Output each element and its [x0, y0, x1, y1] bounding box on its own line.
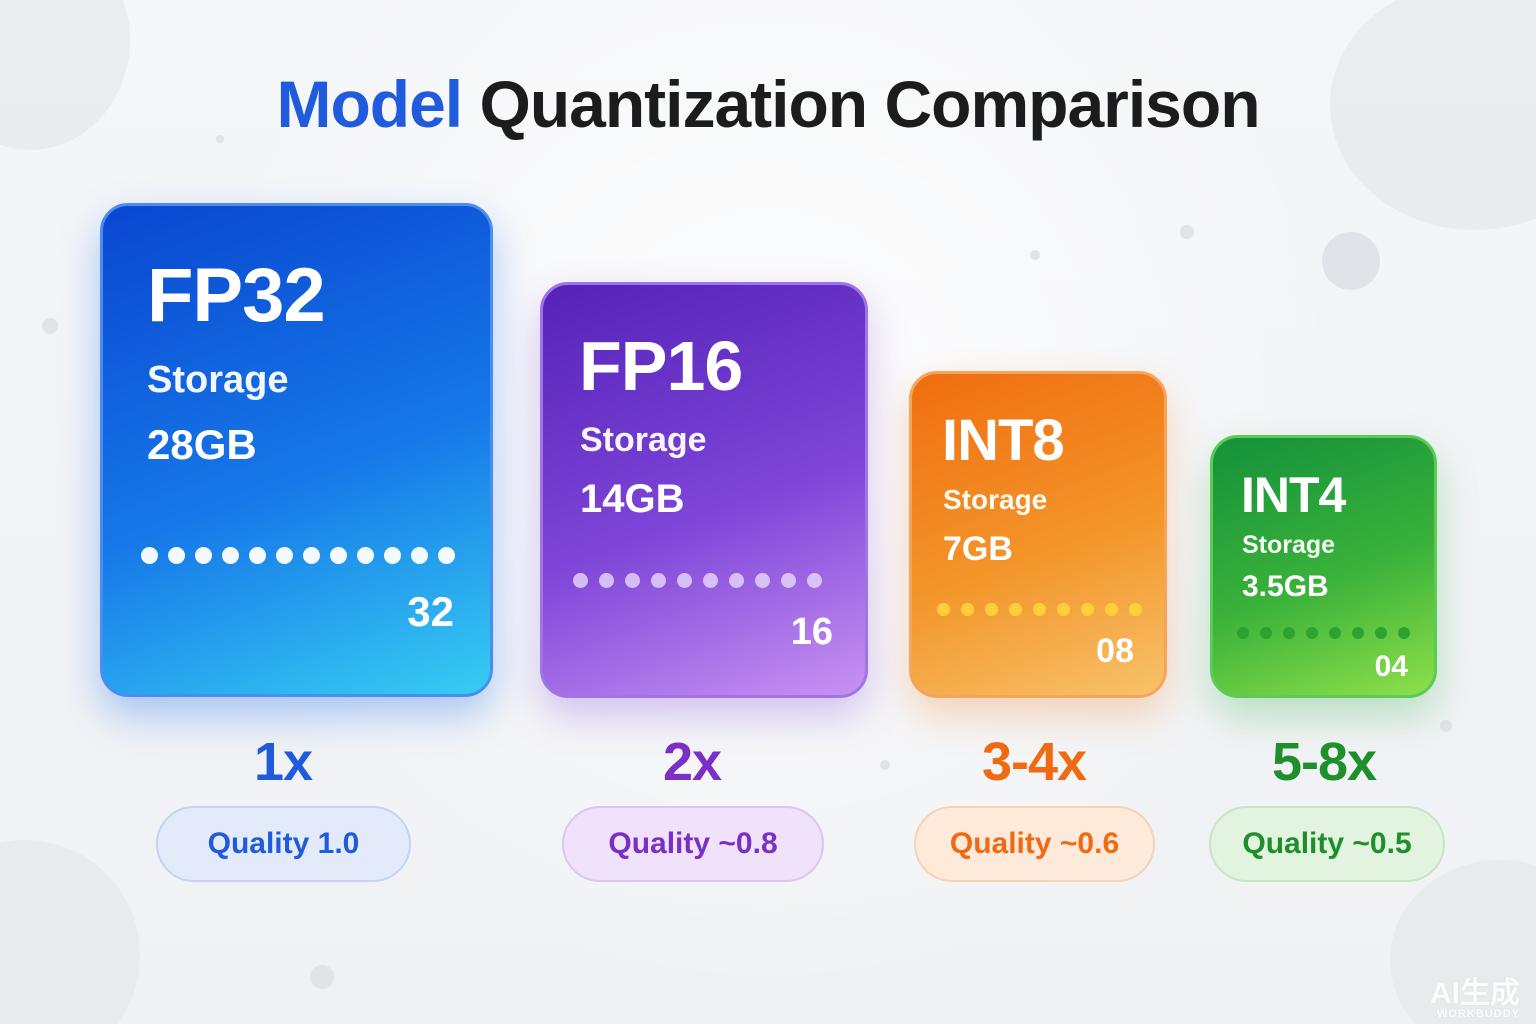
bit-dot [781, 573, 796, 588]
bit-dot [1352, 627, 1364, 639]
card-format-label: INT4 [1241, 467, 1346, 523]
bit-dot [330, 547, 347, 564]
card-fp16: FP16 Storage 14GB 16 [540, 282, 868, 698]
bit-dot [438, 547, 455, 564]
bit-dot [249, 547, 266, 564]
watermark-line-2: WORKBUDDY [1437, 1008, 1520, 1020]
card-bits-label: 08 [1096, 632, 1134, 670]
bit-dots [573, 573, 833, 588]
bit-dot [276, 547, 293, 564]
card-storage-label: Storage [1242, 531, 1336, 559]
card-storage-value: 14GB [580, 477, 685, 521]
bit-dot [384, 547, 401, 564]
card-storage-label: Storage [943, 484, 1048, 515]
bit-dot [729, 573, 744, 588]
decorative-dot [1322, 232, 1380, 290]
bit-dot [937, 603, 950, 616]
bit-dot [1081, 603, 1094, 616]
card-format-label: INT8 [942, 408, 1065, 473]
bit-dot [1057, 603, 1070, 616]
bit-dot [1260, 627, 1272, 639]
bit-dot [1237, 627, 1249, 639]
bit-dot [1129, 603, 1142, 616]
bit-dot [1306, 627, 1318, 639]
watermark: AI生成 WORKBUDDY [1430, 979, 1520, 1020]
bit-dots [1237, 627, 1421, 639]
bit-dot [677, 573, 692, 588]
card-bits-label: 32 [407, 588, 454, 635]
bit-dots [937, 603, 1153, 616]
card-format-label: FP32 [147, 253, 326, 338]
bit-dot [1105, 603, 1118, 616]
card-storage-label: Storage [580, 421, 707, 459]
bit-dot [1283, 627, 1295, 639]
bit-dot [1329, 627, 1341, 639]
decorative-dot [1030, 250, 1040, 260]
speedup-label-int8: 3-4x [981, 732, 1087, 792]
bit-dot [168, 547, 185, 564]
bit-dot [985, 603, 998, 616]
decorative-dot [310, 965, 334, 989]
card-fp32: FP32 Storage 28GB 32 [100, 203, 493, 697]
speedup-label-fp32: 1x [253, 732, 313, 792]
decorative-dot [216, 135, 224, 143]
bit-dot [599, 573, 614, 588]
bit-dot [357, 547, 374, 564]
bit-dot [703, 573, 718, 588]
bit-dot [1398, 627, 1410, 639]
bit-dot [411, 547, 428, 564]
speedup-label-fp16: 2x [662, 732, 722, 792]
bit-dot [651, 573, 666, 588]
quality-pill-fp32: Quality 1.0 [156, 806, 411, 882]
bit-dot [1033, 603, 1046, 616]
card-storage-value: 3.5GB [1242, 570, 1329, 603]
bit-dot [961, 603, 974, 616]
speedup-label-int4: 5-8x [1271, 732, 1377, 792]
page-title: Model Quantization Comparison [0, 66, 1536, 142]
decorative-dot [1180, 225, 1194, 239]
card-int8: INT8 Storage 7GB 08 [909, 371, 1167, 698]
bit-dot [755, 573, 770, 588]
decorative-circle [0, 840, 140, 1024]
title-rest: Quantization Comparison [479, 67, 1260, 141]
card-storage-label: Storage [147, 359, 289, 401]
quality-pill-int4: Quality ~0.5 [1209, 806, 1445, 882]
card-format-label: FP16 [579, 327, 743, 405]
card-bits-label: 04 [1374, 650, 1408, 683]
title-accent-word: Model [276, 67, 463, 141]
bit-dot [1009, 603, 1022, 616]
quality-pill-int8: Quality ~0.6 [914, 806, 1155, 882]
card-storage-value: 7GB [943, 530, 1013, 568]
quality-pill-fp16: Quality ~0.8 [562, 806, 824, 882]
bit-dot [141, 547, 158, 564]
bit-dot [573, 573, 588, 588]
watermark-line-1: AI生成 [1430, 977, 1520, 1010]
card-storage-value: 28GB [147, 421, 257, 468]
decorative-dot [880, 760, 890, 770]
card-int4: INT4 Storage 3.5GB 04 [1210, 435, 1437, 698]
bit-dot [195, 547, 212, 564]
bit-dot [807, 573, 822, 588]
bit-dot [303, 547, 320, 564]
bit-dot [625, 573, 640, 588]
bit-dot [222, 547, 239, 564]
bit-dots [141, 547, 465, 564]
card-bits-label: 16 [790, 611, 833, 653]
decorative-dot [1440, 720, 1452, 732]
decorative-dot [42, 318, 58, 334]
bit-dot [1375, 627, 1387, 639]
